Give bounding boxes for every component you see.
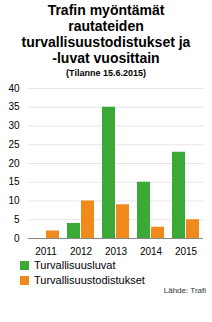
svg-text:2011: 2011 [35, 246, 57, 257]
svg-text:25: 25 [8, 139, 20, 150]
svg-text:30: 30 [8, 120, 20, 131]
html-text:(Tilanne 15.6.2015): (Tilanne 15.6.2015) [66, 68, 146, 78]
svg-text:40: 40 [8, 83, 20, 94]
svg-text:2013: 2013 [105, 246, 128, 257]
svg-text:0: 0 [14, 233, 20, 244]
svg-text:20: 20 [8, 158, 20, 169]
svg-text:15: 15 [8, 176, 20, 187]
svg-text:2014: 2014 [140, 246, 163, 257]
svg-text:5: 5 [14, 214, 20, 225]
html-text:Turvallisuusluvat: Turvallisuusluvat [34, 259, 116, 271]
html-text:Trafin myöntämät rautateiden t: Trafin myöntämät rautateiden turvallisuu… [21, 2, 191, 66]
svg-text:10: 10 [8, 195, 20, 206]
html-text:Lähde: Trafi: Lähde: Trafi [163, 286, 206, 295]
svg-text:35: 35 [8, 101, 20, 112]
html-text:Turvallisuustodistukset: Turvallisuustodistukset [34, 274, 145, 286]
svg-text:2012: 2012 [70, 246, 93, 257]
svg-text:2015: 2015 [175, 246, 198, 257]
